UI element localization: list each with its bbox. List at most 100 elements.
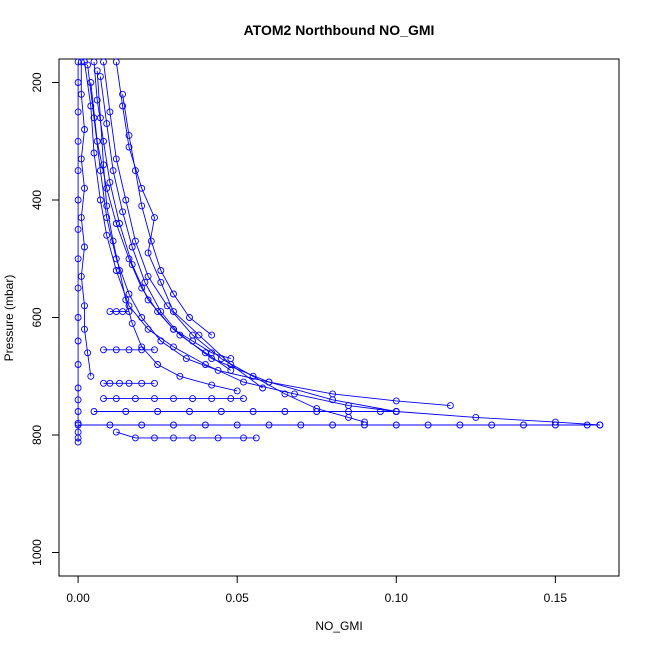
series-line bbox=[87, 64, 451, 407]
data-point bbox=[392, 408, 400, 415]
data-point bbox=[74, 438, 82, 446]
data-point bbox=[77, 58, 85, 66]
data-point bbox=[131, 434, 139, 442]
data-point bbox=[112, 395, 120, 403]
series-3 bbox=[90, 58, 604, 429]
data-point bbox=[141, 278, 149, 286]
data-point bbox=[170, 325, 177, 333]
data-point bbox=[96, 196, 104, 204]
data-point bbox=[144, 272, 152, 280]
data-point bbox=[103, 184, 111, 192]
data-point bbox=[93, 137, 101, 145]
data-point bbox=[281, 390, 289, 398]
data-point bbox=[329, 390, 337, 398]
data-point bbox=[119, 208, 127, 216]
y-axis-label: Pressure (mbar) bbox=[2, 275, 16, 362]
data-point bbox=[119, 90, 127, 98]
data-point bbox=[265, 378, 273, 386]
y-tick-label: 400 bbox=[30, 190, 44, 210]
data-point bbox=[125, 379, 133, 387]
x-tick-label: 0.05 bbox=[226, 591, 250, 605]
data-point bbox=[128, 243, 136, 251]
data-point bbox=[138, 284, 146, 292]
data-point bbox=[122, 408, 130, 415]
data-point bbox=[74, 384, 82, 392]
series-line bbox=[90, 82, 231, 360]
data-point bbox=[77, 155, 85, 163]
data-point bbox=[74, 196, 82, 204]
series-7 bbox=[74, 421, 604, 429]
data-point bbox=[170, 421, 177, 429]
data-point bbox=[81, 243, 88, 251]
data-point bbox=[214, 366, 222, 374]
data-point bbox=[100, 58, 107, 66]
data-point bbox=[195, 331, 203, 339]
data-point bbox=[259, 384, 267, 392]
data-point bbox=[151, 346, 158, 354]
data-point bbox=[157, 308, 165, 316]
chart-title: ATOM2 Northbound NO_GMI bbox=[244, 22, 435, 38]
data-point bbox=[240, 395, 247, 403]
data-point bbox=[214, 434, 222, 442]
data-point bbox=[128, 319, 136, 327]
data-point bbox=[74, 314, 82, 321]
data-point bbox=[93, 96, 101, 104]
series-8 bbox=[90, 408, 400, 415]
data-point bbox=[138, 346, 146, 354]
data-point bbox=[163, 302, 171, 310]
data-point bbox=[74, 137, 82, 145]
data-point bbox=[122, 196, 130, 204]
data-point bbox=[74, 284, 82, 292]
x-tick-label: 0.00 bbox=[66, 591, 90, 605]
data-point bbox=[170, 434, 177, 442]
data-series bbox=[74, 58, 604, 446]
data-point bbox=[74, 408, 82, 415]
data-point bbox=[456, 421, 464, 429]
data-point bbox=[74, 396, 82, 404]
data-point bbox=[84, 349, 92, 357]
data-point bbox=[488, 421, 496, 429]
data-point bbox=[138, 314, 146, 321]
data-point bbox=[100, 161, 107, 169]
data-point bbox=[128, 261, 136, 269]
data-point bbox=[233, 387, 241, 395]
data-point bbox=[170, 395, 177, 403]
series-11 bbox=[100, 346, 158, 354]
data-point bbox=[170, 308, 177, 316]
data-point bbox=[74, 337, 82, 345]
data-point bbox=[125, 346, 133, 354]
data-point bbox=[361, 421, 368, 429]
data-point bbox=[74, 255, 82, 263]
data-point bbox=[112, 346, 120, 354]
data-point bbox=[182, 355, 190, 363]
data-point bbox=[157, 337, 165, 345]
data-point bbox=[116, 379, 123, 387]
data-point bbox=[109, 167, 117, 175]
data-point bbox=[151, 434, 158, 442]
y-tick-label: 800 bbox=[30, 425, 44, 445]
data-point bbox=[189, 395, 197, 403]
series-line bbox=[84, 61, 397, 412]
series-9 bbox=[100, 395, 247, 403]
data-point bbox=[281, 408, 289, 415]
data-point bbox=[103, 231, 111, 239]
data-point bbox=[297, 421, 305, 429]
data-point bbox=[122, 296, 130, 304]
data-point bbox=[446, 402, 454, 410]
data-point bbox=[74, 421, 82, 429]
data-point bbox=[520, 421, 527, 429]
data-point bbox=[147, 237, 155, 245]
data-point bbox=[208, 381, 216, 389]
data-point bbox=[596, 421, 604, 429]
data-point bbox=[112, 155, 120, 163]
x-tick-label: 0.15 bbox=[544, 591, 568, 605]
data-point bbox=[106, 379, 114, 387]
data-point bbox=[151, 214, 158, 222]
data-point bbox=[249, 408, 257, 415]
plot-frame bbox=[58, 58, 620, 577]
data-point bbox=[77, 214, 85, 222]
data-point bbox=[87, 372, 95, 380]
data-point bbox=[112, 220, 120, 227]
series-17 bbox=[119, 90, 216, 339]
data-point bbox=[100, 346, 107, 354]
